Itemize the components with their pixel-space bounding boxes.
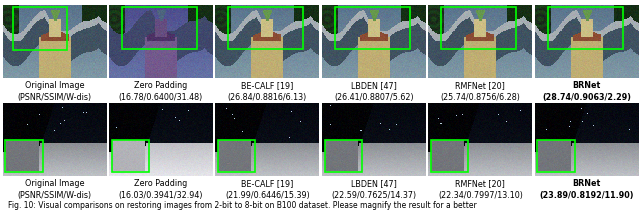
Text: Zero Padding: Zero Padding [134,179,188,188]
Text: RMFNet [20]: RMFNet [20] [456,179,505,188]
Bar [5,140,42,172]
Text: LBDEN [47]: LBDEN [47] [351,81,397,91]
Bar [335,7,410,49]
Bar [324,140,362,172]
Text: (23.89/0.8192/11.90): (23.89/0.8192/11.90) [540,191,634,200]
Text: Fig. 10: Visual comparisons on restoring images from 2-bit to 8-bit on B100 data: Fig. 10: Visual comparisons on restoring… [8,201,476,210]
Text: Zero Padding: Zero Padding [134,81,188,91]
Text: (PSNR/SSIM/W-dis): (PSNR/SSIM/W-dis) [17,191,92,200]
Text: (22.59/0.7625/14.37): (22.59/0.7625/14.37) [332,191,417,200]
Bar [111,140,149,172]
Text: BRNet: BRNet [573,179,601,188]
Bar [122,7,196,49]
Text: (PSNR/SSIM/W-dis): (PSNR/SSIM/W-dis) [17,93,92,102]
Bar [442,7,516,49]
Bar [538,140,575,172]
Bar [548,7,623,49]
Text: (21.99/0.6446/15.39): (21.99/0.6446/15.39) [225,191,310,200]
Text: Original Image: Original Image [25,179,84,188]
Text: (26.84/0.8816/6.13): (26.84/0.8816/6.13) [228,93,307,102]
Text: LBDEN [47]: LBDEN [47] [351,179,397,188]
Text: (16.78/0.6400/31.48): (16.78/0.6400/31.48) [119,93,203,102]
Bar [228,7,303,49]
Text: Original Image: Original Image [25,81,84,91]
Bar [218,140,255,172]
Text: (28.74/0.9063/2.29): (28.74/0.9063/2.29) [542,93,631,102]
Text: RMFNet [20]: RMFNet [20] [456,81,505,91]
Text: (22.34/0.7997/13.10): (22.34/0.7997/13.10) [438,191,523,200]
Text: BRNet: BRNet [573,81,601,91]
Text: BE-CALF [19]: BE-CALF [19] [241,179,294,188]
Text: (26.41/0.8807/5.62): (26.41/0.8807/5.62) [334,93,413,102]
Bar [13,7,67,51]
Bar [431,140,468,172]
Text: BE-CALF [19]: BE-CALF [19] [241,81,294,91]
Text: (25.74/0.8756/6.28): (25.74/0.8756/6.28) [440,93,520,102]
Text: (16.03/0.3941/32.94): (16.03/0.3941/32.94) [118,191,204,200]
